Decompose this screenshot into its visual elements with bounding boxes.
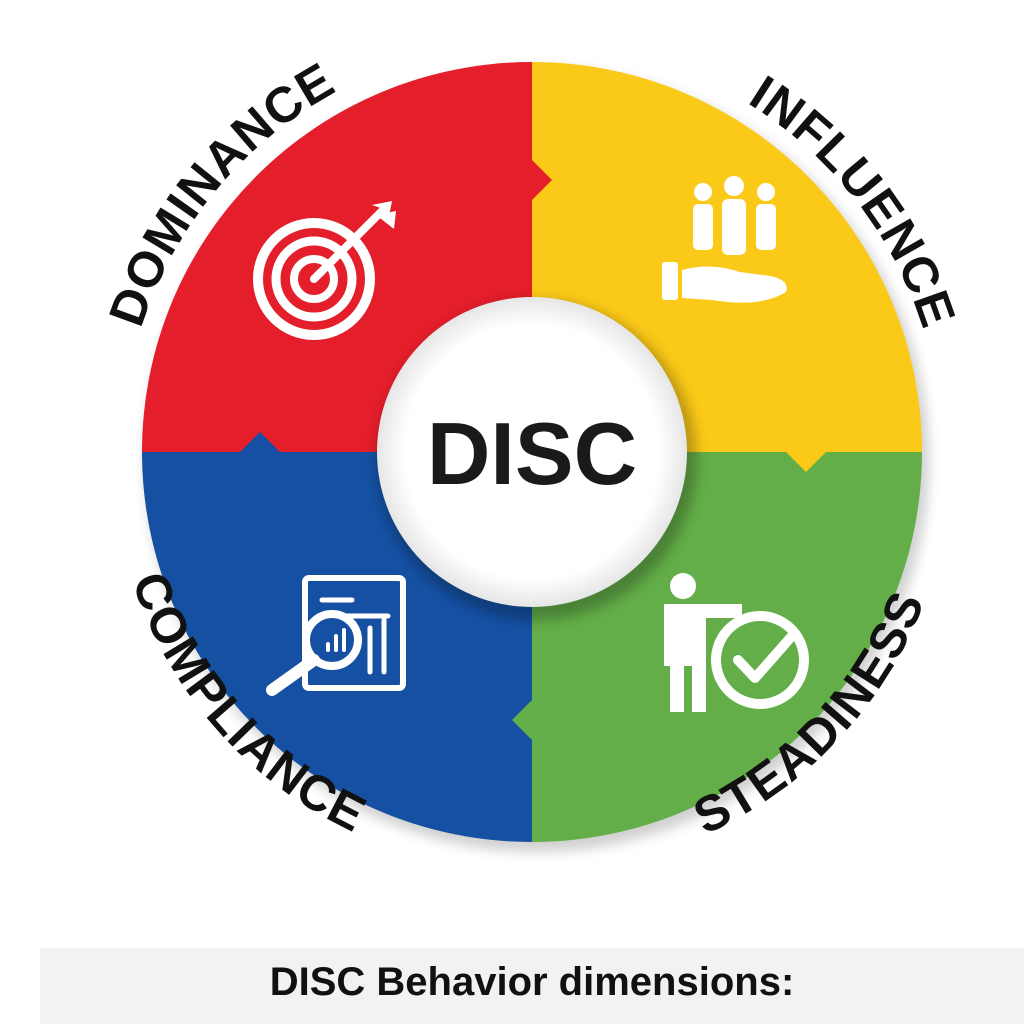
target-arrow-icon: [253, 201, 396, 340]
notch-steadiness-compliance: [512, 700, 532, 740]
report-magnifier-icon: [266, 575, 406, 696]
notch-compliance-dominance: [240, 432, 280, 452]
center-hole: [377, 297, 687, 607]
notch-dominance-influence: [532, 160, 552, 200]
caption: DISC Behavior dimensions:: [269, 960, 795, 1004]
notch-influence-steadiness: [786, 452, 826, 472]
people-on-hand-icon: [662, 176, 787, 303]
person-with-checkmark-icon: [664, 573, 809, 712]
caption-band: [40, 948, 1024, 1024]
center-label: DISC: [427, 404, 637, 503]
